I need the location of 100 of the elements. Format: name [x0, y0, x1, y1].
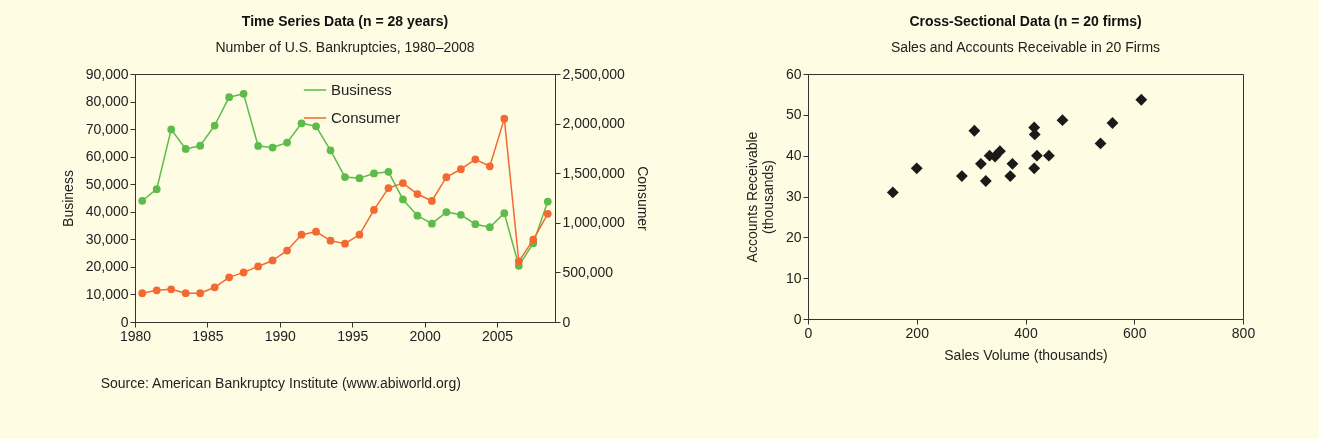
y-tick-label: 40,000: [85, 203, 129, 220]
chart-subtitle: Sales and Accounts Receivable in 20 Firms: [890, 39, 1161, 55]
point: [514, 257, 523, 266]
y-tick-label: 50,000: [85, 175, 129, 192]
point: [283, 138, 291, 147]
y-axis-title: Business: [59, 170, 76, 227]
point: [485, 162, 494, 171]
point: [955, 170, 968, 182]
point: [196, 141, 205, 150]
point: [268, 143, 277, 152]
point: [167, 125, 176, 134]
point: [1006, 157, 1019, 170]
x-axis-title: Sales Volume (thousands): [944, 346, 1108, 363]
point: [268, 256, 277, 265]
x-tick-label: 1995: [337, 327, 369, 344]
point: [254, 142, 262, 150]
point: [543, 210, 552, 218]
point: [968, 124, 981, 137]
x-tick-label: 400: [1014, 324, 1038, 341]
y-tick-label: 30: [785, 188, 802, 204]
x-tick-label: 800: [1231, 324, 1256, 341]
point: [399, 179, 407, 187]
point: [152, 286, 161, 295]
point: [196, 289, 205, 298]
point: [413, 211, 422, 220]
point: [886, 186, 899, 199]
x-tick-label: 1985: [192, 327, 224, 344]
point: [326, 146, 335, 155]
point: [312, 227, 320, 236]
y-tick-label: 10: [785, 269, 802, 286]
y2-tick-label: 2,000,000: [562, 115, 625, 132]
point: [370, 206, 378, 214]
point: [355, 174, 364, 183]
y-tick-label: 0: [120, 313, 129, 330]
point: [181, 289, 190, 298]
y-tick-label: 10,000: [85, 285, 129, 302]
y-tick-label: 30,000: [85, 230, 129, 247]
point: [1004, 170, 1017, 182]
y-tick-label: 50: [785, 106, 802, 123]
point: [210, 283, 219, 292]
y-tick-label: 20,000: [85, 258, 129, 275]
point: [456, 165, 465, 174]
point: [1094, 137, 1107, 150]
point: [384, 184, 393, 192]
point: [442, 173, 451, 182]
legend-label: Consumer: [331, 109, 401, 126]
point: [239, 89, 248, 98]
y-tick-label: 0: [793, 310, 802, 327]
point: [254, 262, 262, 271]
point: [428, 197, 436, 205]
point: [152, 185, 161, 194]
point: [500, 209, 509, 218]
chart-title: Time Series Data (n = 28 years): [241, 13, 449, 29]
x-tick-label: 200: [905, 324, 930, 341]
point: [167, 285, 176, 294]
point: [456, 210, 465, 219]
point: [428, 219, 436, 228]
y2-axis-title: Consumer: [634, 166, 651, 232]
y2-tick-label: 500,000: [562, 263, 614, 280]
point: [297, 230, 306, 239]
point: [138, 196, 147, 205]
point: [341, 173, 349, 181]
x-tick-label: 1980: [119, 327, 152, 344]
point: [312, 122, 320, 131]
point: [370, 169, 378, 178]
point: [1028, 162, 1041, 175]
legend-label: Business: [331, 81, 392, 98]
x-tick-label: 600: [1123, 324, 1147, 341]
point: [910, 162, 923, 175]
point: [529, 235, 538, 244]
y-tick-label: 20: [785, 228, 802, 245]
point: [341, 239, 349, 248]
point: [471, 220, 480, 229]
y2-tick-label: 1,000,000: [562, 214, 625, 231]
y-tick-label: 60,000: [85, 148, 129, 165]
point: [979, 175, 992, 187]
x-tick-label: 1990: [264, 327, 297, 344]
point: [1042, 149, 1055, 162]
point: [485, 223, 494, 232]
y2-tick-label: 0: [562, 313, 571, 330]
point: [283, 246, 291, 255]
point: [471, 155, 480, 164]
y2-tick-label: 2,500,000: [562, 65, 625, 82]
point: [543, 197, 552, 206]
y-tick-label: 70,000: [85, 120, 129, 137]
y-tick-label: 40: [785, 147, 802, 164]
y-tick-label: 80,000: [85, 93, 129, 110]
point: [500, 114, 509, 123]
point: [225, 93, 234, 102]
point: [384, 167, 393, 176]
point: [355, 230, 364, 239]
chart-subtitle: Number of U.S. Bankruptcies, 1980–2008: [215, 39, 475, 55]
x-tick-label: 2005: [481, 327, 514, 344]
point: [326, 236, 335, 245]
y-tick-label: 60: [785, 65, 802, 82]
y-axis-title: Accounts Receivable (thousands): [743, 131, 776, 263]
point: [994, 145, 1006, 158]
x-tick-label: 2000: [409, 327, 441, 344]
point: [239, 268, 248, 277]
y2-tick-label: 1,500,000: [562, 164, 625, 181]
